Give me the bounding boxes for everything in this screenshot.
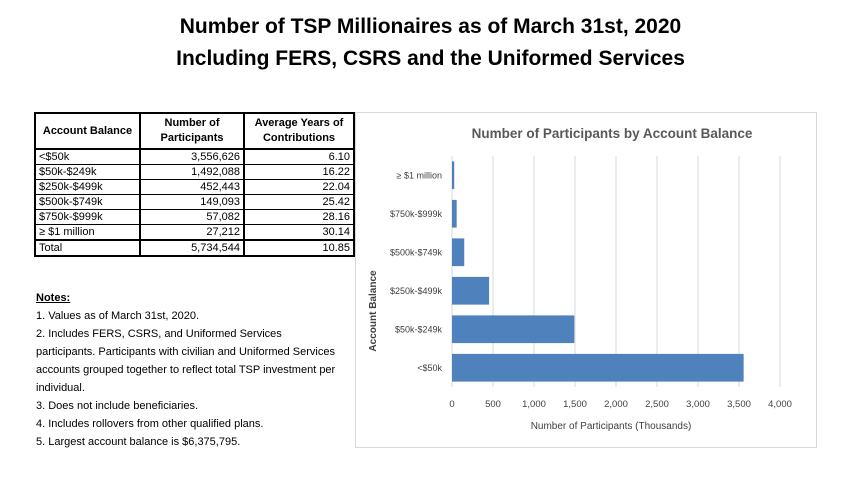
notes-section: Notes: 1. Values as of March 31st, 2020.…	[36, 289, 336, 451]
cell-total-participants: 5,734,544	[139, 239, 245, 257]
y-axis-title: Account Balance	[368, 270, 379, 352]
x-tick-label: 2,500	[645, 399, 669, 410]
chart-bars	[452, 161, 744, 382]
table-row: $750k-$999k 57,082 28.16	[34, 209, 355, 225]
note-item: 3. Does not include beneficiaries.	[36, 400, 199, 412]
x-tick-label: 500	[485, 399, 501, 410]
category-label: ≥ $1 million	[397, 170, 442, 180]
cell-participants: 57,082	[139, 209, 245, 225]
category-label: <$50k	[417, 363, 442, 373]
cell-participants: 3,556,626	[139, 149, 245, 165]
cell-participants: 149,093	[139, 194, 245, 210]
cell-years: 16.22	[243, 164, 355, 180]
category-label: $750k-$999k	[390, 209, 443, 219]
category-label: $250k-$499k	[390, 286, 443, 296]
cell-participants: 27,212	[139, 224, 245, 241]
table-row: $50k-$249k 1,492,088 16.22	[34, 164, 355, 180]
cell-total-label: Total	[34, 239, 141, 257]
category-label: $500k-$749k	[390, 247, 443, 257]
note-item: 2. Includes FERS, CSRS, and Uniformed Se…	[36, 328, 336, 394]
table-row: $250k-$499k 452,443 22.04	[34, 179, 355, 195]
account-balance-table: Account Balance Number of Participants A…	[34, 112, 355, 257]
x-tick-label: 3,000	[686, 399, 710, 410]
cell-balance: $500k-$749k	[34, 194, 141, 210]
bar	[452, 315, 575, 344]
x-tick-label: 1,500	[563, 399, 587, 410]
category-label: $50k-$249k	[395, 324, 443, 334]
notes-title: Notes:	[36, 292, 71, 304]
chart-title: Number of Participants by Account Balanc…	[472, 126, 753, 141]
page-subtitle: Including FERS, CSRS and the Uniformed S…	[176, 47, 685, 70]
cell-years: 6.10	[243, 149, 355, 165]
cell-years: 22.04	[243, 179, 355, 195]
x-tick-label: 3,500	[727, 399, 751, 410]
chart-gridlines	[451, 156, 781, 387]
table-header-row: Account Balance Number of Participants A…	[34, 112, 355, 150]
cell-participants: 1,492,088	[139, 164, 245, 180]
chart-svg: Number of Participants by Account Balanc…	[368, 126, 792, 432]
bar	[452, 199, 457, 228]
header-account-balance: Account Balance	[34, 112, 141, 150]
participants-bar-chart: Number of Participants by Account Balanc…	[355, 112, 817, 448]
x-tick-label: 4,000	[768, 399, 792, 410]
cell-balance: $50k-$249k	[34, 164, 141, 180]
page-title: Number of TSP Millionaires as of March 3…	[179, 15, 682, 38]
cell-balance: $250k-$499k	[34, 179, 141, 195]
table-row: <$50k 3,556,626 6.10	[34, 149, 355, 165]
x-tick-label: 1,000	[522, 399, 546, 410]
cell-years: 25.42	[243, 194, 355, 210]
table-total-row: Total 5,734,544 10.85	[34, 239, 355, 257]
table-row: ≥ $1 million 27,212 30.14	[34, 224, 355, 241]
header-average-years: Average Years of Contributions	[243, 112, 355, 150]
bar	[452, 238, 465, 267]
cell-balance: $750k-$999k	[34, 209, 141, 225]
note-item: 5. Largest account balance is $6,375,795…	[36, 436, 241, 448]
note-item: 1. Values as of March 31st, 2020.	[36, 310, 200, 322]
chart-category-labels: <$50k $50k-$249k $250k-$499k $500k-$749k $75…	[390, 170, 443, 373]
x-tick-label: 0	[449, 399, 454, 410]
bar	[452, 276, 490, 305]
chart-x-tick-labels: 0 500 1,000 1,500 2,000 2,500 3,000 3,500 4,000	[449, 399, 792, 410]
cell-participants: 452,443	[139, 179, 245, 195]
bar	[452, 353, 744, 382]
bar	[452, 161, 455, 190]
x-tick-label: 2,000	[604, 399, 628, 410]
cell-balance: ≥ $1 million	[34, 224, 141, 241]
x-axis-title: Number of Participants (Thousands)	[531, 421, 692, 432]
cell-years: 30.14	[243, 224, 355, 241]
header-number-of-participants: Number of Participants	[139, 112, 245, 150]
cell-balance: <$50k	[34, 149, 141, 165]
table-row: $500k-$749k 149,093 25.42	[34, 194, 355, 210]
note-item: 4. Includes rollovers from other qualifi…	[36, 418, 264, 430]
cell-total-years: 10.85	[243, 239, 355, 257]
cell-years: 28.16	[243, 209, 355, 225]
